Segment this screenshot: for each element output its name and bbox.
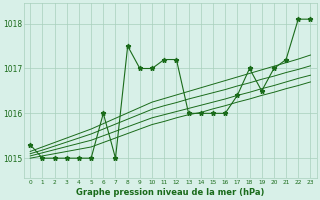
X-axis label: Graphe pression niveau de la mer (hPa): Graphe pression niveau de la mer (hPa) (76, 188, 265, 197)
